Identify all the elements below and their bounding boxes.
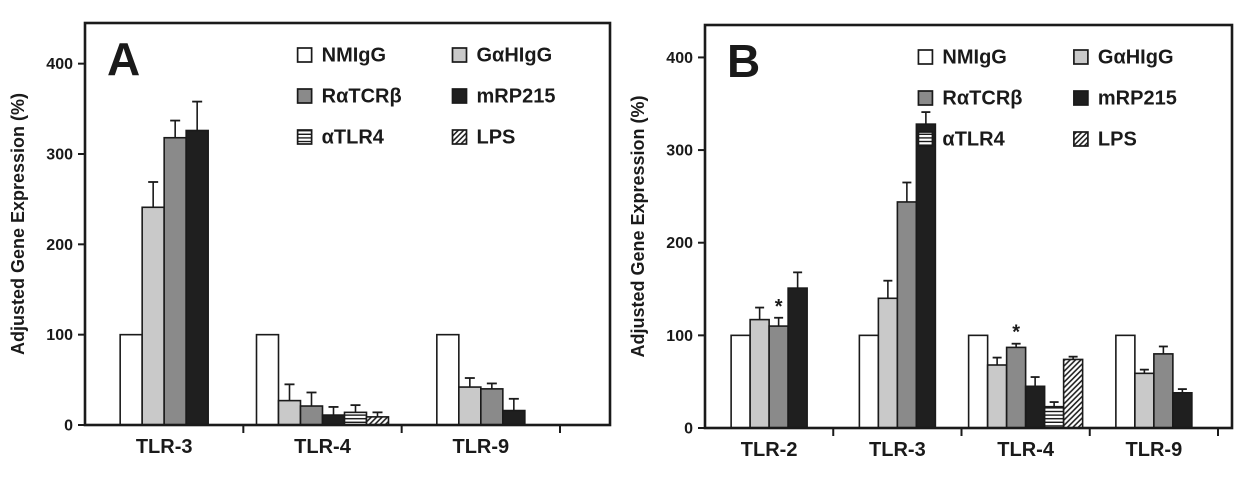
bar-GαHIgG	[277, 399, 302, 426]
bar-GαHIgG	[749, 318, 770, 429]
legend-label: NMIgG	[322, 45, 386, 67]
bar-mRP215	[915, 123, 937, 429]
legend-label: αTLR4	[322, 127, 385, 149]
legend-swatch-GαHIgG	[1073, 49, 1089, 65]
bar-RαTCRβ	[1005, 346, 1027, 429]
legend-label: RαTCRβ	[322, 86, 402, 108]
bar-LPS	[1062, 358, 1084, 429]
y-tick-label: 100	[46, 327, 73, 344]
bar-αTLR4	[1043, 405, 1065, 429]
bar-mRP215	[185, 129, 209, 426]
y-tick-label: 400	[666, 50, 693, 67]
legend-swatch-mRP215	[1073, 90, 1089, 106]
panel-letter: B	[727, 35, 760, 87]
bar-GαHIgG	[1134, 372, 1155, 429]
bar-RαTCRβ	[896, 201, 918, 429]
legend-label: NMIgG	[942, 47, 1006, 69]
legend-swatch-mRP215	[451, 88, 468, 104]
panel-b-chart: 0 100 200 300 400 Adjusted Gene Expression (%…	[628, 23, 1234, 461]
bar-RαTCRβ	[1153, 353, 1174, 429]
category-label: TLR-4	[294, 436, 352, 458]
legend-label: RαTCRβ	[942, 88, 1022, 110]
panel-a: 0 100 200 300 400 Adjusted Gene Expression (%…	[0, 0, 620, 480]
plot-frame	[703, 23, 1234, 430]
legend-swatch-NMIgG	[917, 49, 934, 65]
panel-letter: A	[107, 33, 140, 85]
bar-NMIgG	[255, 333, 280, 426]
legend-swatch-LPS	[451, 129, 468, 145]
panel-b: 0 100 200 300 400 Adjusted Gene Expression (%…	[620, 0, 1243, 480]
legend-swatch-LPS	[1073, 131, 1089, 147]
bar-RαTCRβ	[480, 388, 504, 426]
bar-GαHIgG	[986, 364, 1008, 429]
legend-label: GαHIgG	[1098, 47, 1174, 69]
bar-mRP215	[502, 409, 526, 426]
y-tick-label: 0	[684, 421, 693, 438]
y-axis-title: Adjusted Gene Expression (%)	[628, 95, 648, 357]
bar-NMIgG	[119, 333, 143, 426]
bar-RαTCRβ	[163, 136, 187, 426]
category-label: TLR-2	[741, 439, 798, 461]
panel-a-chart: 0 100 200 300 400 Adjusted Gene Expression (%…	[8, 21, 612, 458]
bar-mRP215	[787, 287, 808, 429]
y-tick-label: 400	[46, 56, 73, 73]
legend-swatch-GαHIgG	[451, 47, 468, 63]
bar-αTLR4	[343, 411, 368, 426]
category-label: TLR-9	[452, 436, 509, 458]
legend-label: LPS	[1098, 129, 1137, 151]
plot-frame	[83, 21, 612, 427]
legend-label: GαHIgG	[477, 45, 553, 67]
legend-swatch-RαTCRβ	[296, 88, 313, 104]
category-label: TLR-4	[997, 439, 1055, 461]
bar-GαHIgG	[141, 206, 165, 426]
y-tick-label: 0	[64, 418, 73, 435]
y-axis-title: Adjusted Gene Expression (%)	[8, 93, 28, 355]
bar-GαHIgG	[877, 297, 899, 429]
bar-NMIgG	[730, 334, 751, 429]
legend-swatch-αTLR4	[917, 131, 934, 147]
category-label: TLR-3	[136, 436, 193, 458]
y-tick-label: 100	[666, 328, 693, 345]
legend-label: mRP215	[1098, 88, 1177, 110]
legend-swatch-αTLR4	[296, 129, 313, 145]
bar-mRP215	[1024, 385, 1046, 429]
bar-GαHIgG	[458, 386, 482, 426]
bar-NMIgG	[436, 333, 460, 426]
bar-NMIgG	[1115, 334, 1136, 429]
bar-NMIgG	[858, 334, 880, 429]
bar-mRP215	[321, 414, 346, 426]
bar-mRP215	[1172, 391, 1193, 429]
category-label: TLR-9	[1126, 439, 1183, 461]
bar-RαTCRβ	[299, 405, 324, 426]
bar-RαTCRβ	[768, 325, 789, 429]
significance-star: *	[1012, 322, 1020, 344]
legend-label: αTLR4	[942, 129, 1005, 151]
legend-swatch-RαTCRβ	[917, 90, 934, 106]
y-tick-label: 300	[666, 143, 693, 160]
legend-swatch-NMIgG	[296, 47, 313, 63]
legend-label: mRP215	[477, 86, 556, 108]
y-tick-label: 200	[666, 235, 693, 252]
significance-star: *	[775, 296, 783, 318]
legend-label: LPS	[477, 127, 516, 149]
y-tick-label: 300	[46, 146, 73, 163]
category-label: TLR-3	[869, 439, 926, 461]
y-tick-label: 200	[46, 237, 73, 254]
bar-NMIgG	[967, 334, 989, 429]
